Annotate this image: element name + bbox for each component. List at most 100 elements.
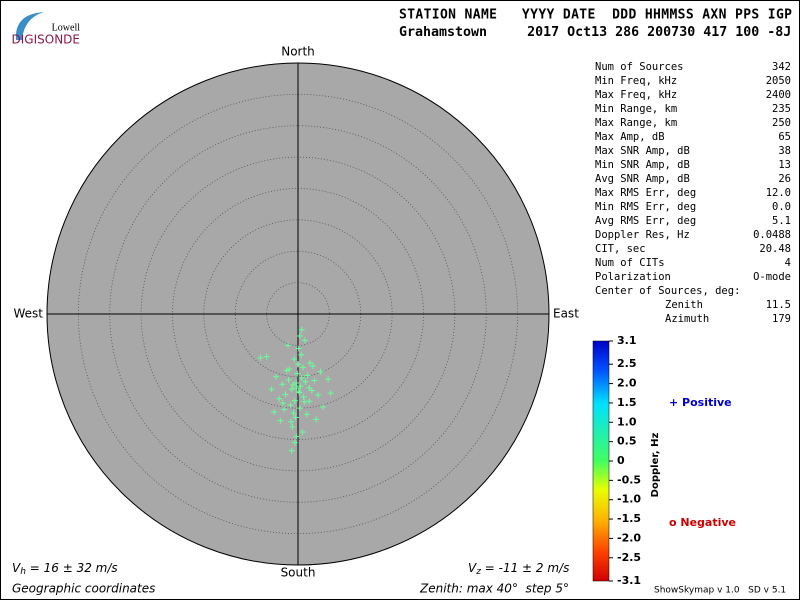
source-point <box>315 391 322 398</box>
source-point <box>288 386 295 393</box>
stat-name: Max RMS Err, deg <box>595 187 696 199</box>
source-point <box>300 364 307 371</box>
colorbar-tick-label: 0.5 <box>617 435 637 448</box>
source-point <box>306 359 313 366</box>
colorbar-tick-label: -2.0 <box>617 531 641 544</box>
stat-value: 38 <box>778 145 791 157</box>
colorbar-tick-label: 1.0 <box>617 415 637 428</box>
center-name: Zenith <box>665 299 703 311</box>
stat-value: 20.48 <box>759 243 791 255</box>
source-point <box>317 368 324 375</box>
source-point <box>295 345 302 352</box>
vh-text: = 16 ± 32 m/s <box>26 561 118 575</box>
source-point <box>282 391 289 398</box>
source-point <box>290 410 297 417</box>
source-point <box>284 342 291 349</box>
source-point <box>279 381 286 388</box>
colorbar-tick-label: 2.5 <box>617 357 637 370</box>
center-name: Azimuth <box>665 313 709 325</box>
colorbar-tick-label: 2.0 <box>617 377 637 390</box>
source-point <box>296 405 303 412</box>
source-point <box>296 389 303 396</box>
stat-value: 235 <box>772 103 791 115</box>
header-labels: STATION NAME YYYY DATE DDD HHMMSS AXN PP… <box>399 8 792 23</box>
stat-value: 4 <box>785 257 791 269</box>
logo-swoosh <box>15 12 44 40</box>
stat-name: Min RMS Err, deg <box>595 201 696 213</box>
colorbar-tick-label: 0 <box>617 454 625 467</box>
source-point <box>299 428 306 435</box>
source-point <box>293 433 300 440</box>
colorbar-tick-label: -0.5 <box>617 473 641 486</box>
source-point <box>287 401 294 408</box>
stat-name: Max Freq, kHz <box>595 89 677 101</box>
source-point <box>271 408 278 415</box>
source-point <box>298 351 305 358</box>
source-point <box>306 398 313 405</box>
stat-value: 0.0488 <box>753 229 791 241</box>
source-point <box>291 439 298 446</box>
stat-value: 12.0 <box>766 187 791 199</box>
stat-name: Min SNR Amp, dB <box>595 159 690 171</box>
vz-symbol: V <box>468 561 477 575</box>
vh-label: Vh = 16 ± 32 m/s <box>12 561 118 577</box>
vz-sub: z <box>475 567 481 577</box>
colorbar-tick-label: -2.5 <box>617 551 641 564</box>
vh-symbol: V <box>12 561 21 575</box>
stat-value: 342 <box>772 61 791 73</box>
source-point <box>325 376 332 383</box>
stat-value: 2400 <box>766 89 791 101</box>
source-point <box>293 385 300 392</box>
colorbar-tick-label: 3.1 <box>617 334 637 347</box>
source-point <box>285 376 292 383</box>
stat-value: 0.0 <box>772 201 791 213</box>
footer-zenith: Zenith: max 40° step 5° <box>419 582 569 596</box>
source-point <box>288 447 295 454</box>
header-values: Grahamstown 2017 Oct13 286 200730 417 10… <box>399 25 791 40</box>
source-point <box>298 375 305 382</box>
dir-west: West <box>13 307 43 321</box>
dir-north: North <box>281 45 315 59</box>
vh-sub: h <box>20 567 26 577</box>
source-point <box>295 361 301 368</box>
stat-name: Avg SNR Amp, dB <box>595 173 690 185</box>
stat-name: Min Range, km <box>595 103 677 115</box>
stat-value: O-mode <box>753 271 791 283</box>
source-point <box>289 381 296 388</box>
source-point <box>295 388 302 395</box>
source-point <box>297 383 304 390</box>
logo-top: Lowell <box>52 22 81 33</box>
source-point <box>313 416 320 423</box>
center-value: 179 <box>772 313 791 325</box>
source-point <box>289 423 296 430</box>
dir-south: South <box>281 566 316 580</box>
source-point <box>301 398 308 405</box>
source-point <box>288 418 295 425</box>
source-point <box>292 414 299 421</box>
source-point <box>293 380 300 387</box>
source-point <box>294 370 301 377</box>
colorbar-tick-label: -1.0 <box>617 493 641 506</box>
stat-name: Avg RMS Err, deg <box>595 215 696 227</box>
source-point <box>310 363 317 370</box>
source-point <box>327 390 334 397</box>
vz-label: Vz = -11 ± 2 m/s <box>468 561 569 577</box>
stat-value: 250 <box>772 117 791 129</box>
source-point <box>276 395 283 402</box>
stat-name: Min Freq, kHz <box>595 75 677 87</box>
stat-name: Max Range, km <box>595 117 677 129</box>
colorbar-tick-label: -1.5 <box>617 512 641 525</box>
source-point <box>320 403 327 410</box>
source-point <box>277 417 284 424</box>
footer-version: ShowSkymap v 1.0 SD v 5.1 <box>654 586 786 596</box>
source-point <box>273 373 280 380</box>
source-point <box>308 387 315 394</box>
stat-name: Max Amp, dB <box>595 131 665 143</box>
center-title: Center of Sources, deg: <box>595 285 740 297</box>
colorbar <box>592 340 610 582</box>
source-point <box>257 354 264 361</box>
vz-text: = -11 ± 2 m/s <box>481 561 569 575</box>
stat-value: 65 <box>778 131 791 143</box>
source-point <box>291 397 298 404</box>
